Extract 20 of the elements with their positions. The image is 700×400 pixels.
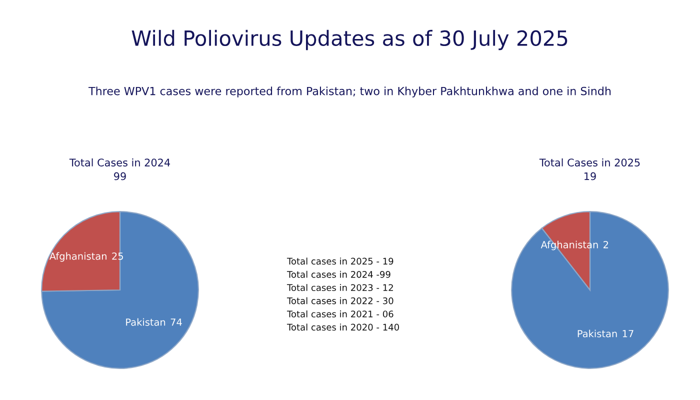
chart-title: Total Cases in 2024 bbox=[69, 158, 170, 166]
pie-slice bbox=[511, 211, 669, 369]
text: Three WPV1 cases were reported from Pakistan; two in Khyber Pakhtunkhwa and one in Sindh bbox=[88, 86, 611, 98]
chart-title: Total Cases in 2025 bbox=[539, 158, 640, 166]
text: Total cases in 2023 - 12 bbox=[286, 284, 393, 292]
slice-label: Afghanistan bbox=[49, 252, 106, 262]
text: Total cases in 2025 - 19 bbox=[286, 258, 394, 265]
data-label: 2 bbox=[604, 240, 608, 248]
slice-label: Pakistan bbox=[578, 330, 617, 338]
text: Total cases in 2022 - 30 bbox=[286, 297, 394, 304]
chart-subtitle: 19 bbox=[584, 172, 596, 180]
pie-slice bbox=[41, 211, 199, 369]
text: Total cases in 2020 - 140 bbox=[286, 324, 399, 331]
text: Total cases in 2021 - 06 bbox=[286, 310, 394, 318]
slice-label: Pakistan bbox=[126, 318, 166, 326]
data-label: 17 bbox=[622, 330, 634, 338]
data-label: 74 bbox=[170, 318, 182, 326]
text: Wild Poliovirus Updates as of 30 July 2025 bbox=[132, 30, 568, 50]
chart-subtitle: 99 bbox=[114, 172, 126, 180]
text: Total cases in 2024 -99 bbox=[286, 270, 390, 278]
